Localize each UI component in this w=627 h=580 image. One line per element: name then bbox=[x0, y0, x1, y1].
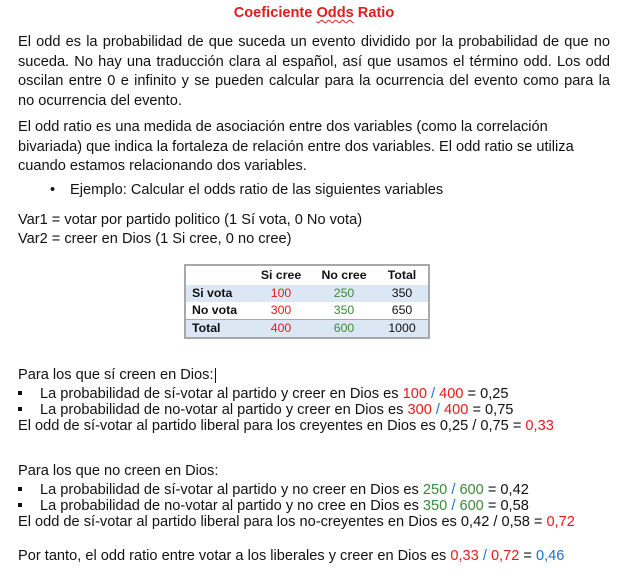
conclusion-text: El odd de sí-votar al partido liberal pa… bbox=[18, 418, 526, 434]
result-value: = 0,42 bbox=[483, 482, 529, 498]
conclusion-value: 0,33 bbox=[525, 418, 554, 434]
separator: / bbox=[447, 482, 460, 498]
final-equals: = bbox=[519, 548, 536, 564]
conclusion-text: El odd de sí-votar al partido liberal pa… bbox=[18, 514, 547, 530]
result-value: = 0,75 bbox=[468, 402, 514, 418]
final-value-a: 0,33 bbox=[450, 548, 479, 564]
square-bullet-icon bbox=[18, 503, 22, 508]
table-cell: 400 bbox=[250, 319, 312, 338]
square-bullet-icon bbox=[18, 391, 22, 396]
list-item: La probabilidad de sí-votar al partido y… bbox=[18, 385, 509, 404]
table-cell: 650 bbox=[391, 303, 413, 317]
row-label: Total bbox=[185, 319, 250, 338]
example-bullet-text: Ejemplo: Calcular el odds ratio de las s… bbox=[70, 182, 444, 198]
bullet-text: La probabilidad de no-votar al partido y… bbox=[40, 498, 423, 514]
table-cell: 100 bbox=[250, 285, 312, 302]
denominator-value: 400 bbox=[444, 402, 469, 418]
numerator-value: 100 bbox=[402, 386, 427, 402]
final-result: 0,46 bbox=[535, 548, 565, 564]
result-value: = 0,25 bbox=[463, 386, 509, 402]
square-bullet-icon bbox=[18, 487, 22, 492]
numerator-value: 300 bbox=[407, 402, 432, 418]
document-title: Coeficiente Odds Ratio bbox=[18, 5, 610, 21]
title-text-2: Ratio bbox=[353, 5, 395, 21]
text-cursor bbox=[214, 367, 216, 383]
section1-heading: Para los que sí creen en Dios: bbox=[18, 366, 610, 386]
section2-heading: Para los que no creen en Dios: bbox=[18, 463, 219, 479]
contingency-table: Si cree No cree Total Si vota 100 250 35… bbox=[184, 264, 430, 339]
list-item: La probabilidad de sí-votar al partido y… bbox=[18, 481, 529, 500]
table-row: Total 400 600 1000 bbox=[185, 319, 429, 338]
title-text-1: Coeficiente bbox=[233, 5, 317, 21]
table-cell: 1000 bbox=[376, 319, 429, 338]
final-separator: / bbox=[478, 548, 491, 564]
table-row: Si vota 100 250 350 bbox=[185, 285, 429, 302]
final-value-b: 0,72 bbox=[490, 548, 520, 564]
list-item: La probabilidad de no-votar al partido y… bbox=[18, 401, 513, 420]
conclusion-value: 0,72 bbox=[546, 514, 575, 530]
final-conclusion: Por tanto, el odd ratio entre votar a lo… bbox=[18, 547, 610, 567]
section2-conclusion: El odd de sí-votar al partido liberal pa… bbox=[18, 513, 610, 533]
paragraph-odd-definition: El odd es la probabilidad de que suceda … bbox=[18, 34, 610, 109]
table-cell: 350 bbox=[376, 285, 429, 302]
paragraph-odd-ratio-definition: El odd ratio es una medida de asociación… bbox=[18, 119, 574, 175]
bullet-text: La probabilidad de no-votar al partido y… bbox=[40, 402, 408, 418]
denominator-value: 600 bbox=[459, 498, 484, 514]
var1-line: Var1 = votar por partido politico (1 Sí … bbox=[18, 212, 363, 228]
denominator-value: 400 bbox=[439, 386, 464, 402]
denominator-value: 600 bbox=[459, 482, 484, 498]
table-cell: 250 bbox=[312, 285, 376, 302]
var2-line: Var2 = creer en Dios (1 Si cree, 0 no cr… bbox=[18, 231, 292, 247]
table-cell: 350 bbox=[333, 303, 355, 317]
table-header-row: Si cree No cree Total bbox=[185, 265, 429, 285]
table-header-cell bbox=[185, 265, 250, 285]
separator: / bbox=[431, 402, 445, 418]
title-misspelled-word[interactable]: Odds bbox=[316, 5, 354, 21]
bullet-text: La probabilidad de sí-votar al partido y… bbox=[40, 482, 423, 498]
result-value: = 0,58 bbox=[483, 498, 529, 514]
numerator-value: 250 bbox=[422, 482, 448, 498]
separator: / bbox=[447, 498, 460, 514]
separator: / bbox=[426, 386, 440, 402]
table-header-cell: Total bbox=[387, 268, 417, 282]
row-label: Si vota bbox=[185, 285, 250, 302]
numerator-value: 350 bbox=[422, 498, 448, 514]
table-header-cell: No cree bbox=[321, 268, 367, 282]
table-cell: 300 bbox=[270, 303, 292, 317]
bullet-text: La probabilidad de sí-votar al partido y… bbox=[40, 386, 403, 402]
row-label: No vota bbox=[192, 303, 238, 317]
section1-conclusion: El odd de sí-votar al partido liberal pa… bbox=[18, 417, 610, 437]
table-cell: 600 bbox=[312, 319, 376, 338]
list-item: La probabilidad de no-votar al partido y… bbox=[18, 497, 529, 516]
square-bullet-icon bbox=[18, 407, 22, 412]
section1-heading-text: Para los que sí creen en Dios: bbox=[18, 367, 214, 383]
table-row: No vota 300 350 650 bbox=[185, 302, 429, 320]
table-header-cell: Si cree bbox=[260, 268, 302, 282]
bullet-dot-icon: • bbox=[50, 182, 56, 198]
final-text: Por tanto, el odd ratio entre votar a lo… bbox=[18, 548, 451, 564]
